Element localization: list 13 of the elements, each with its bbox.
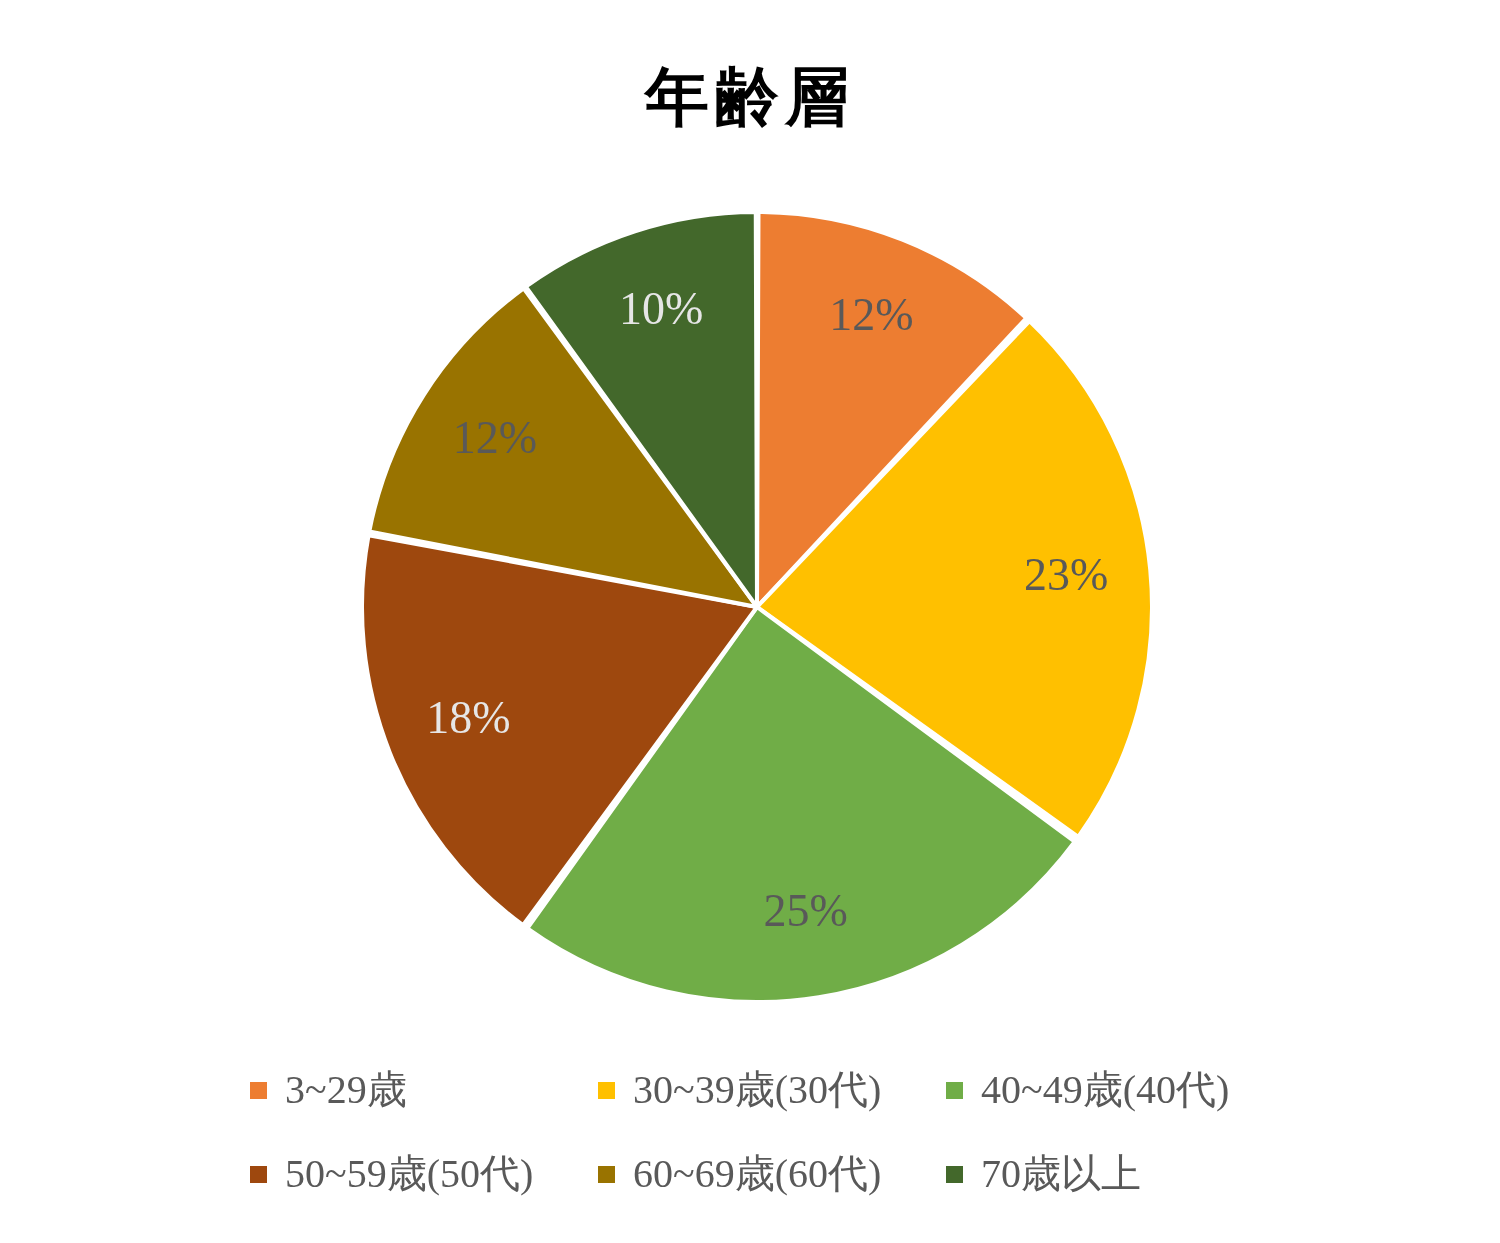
legend-label: 50~59歳(50代) (285, 1151, 534, 1196)
data-label: 10% (618, 282, 704, 334)
data-label: 12% (829, 289, 914, 341)
data-label: 25% (763, 884, 848, 936)
data-label: 18% (426, 692, 511, 744)
legend-label: 30~39歳(30代) (633, 1067, 882, 1112)
legend-label: 70歳以上 (981, 1151, 1141, 1196)
legend-label: 60~69歳(60代) (633, 1151, 882, 1196)
legend-label: 40~49歳(40代) (981, 1067, 1230, 1112)
chart-title: 年齢層 (643, 61, 856, 135)
legend-label: 3~29歳 (285, 1067, 407, 1112)
data-label: 23% (1023, 548, 1109, 600)
data-label: 12% (452, 411, 538, 463)
